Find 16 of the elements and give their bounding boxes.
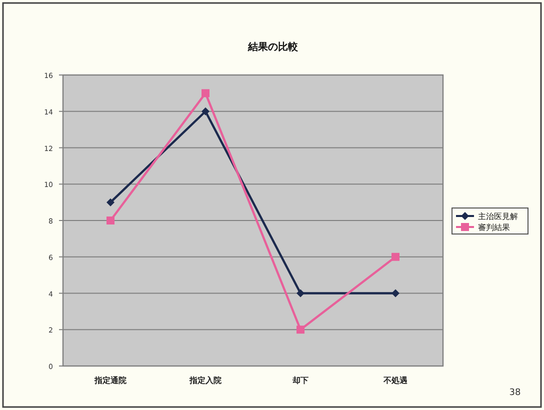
legend-label: 主治医見解: [478, 212, 518, 221]
point: [106, 216, 114, 224]
x-tick-label: 指定通院: [94, 375, 126, 385]
point: [296, 326, 304, 334]
point: [392, 289, 400, 298]
point: [202, 89, 210, 98]
text: 38: [509, 388, 521, 398]
point: [296, 289, 304, 298]
x-tick-label: 却下: [292, 376, 308, 385]
legend-label: 審判結果: [478, 223, 510, 232]
x-tick-label: 不処遇: [382, 376, 408, 385]
chart-title: 結果の比較: [247, 41, 299, 53]
point: [106, 198, 114, 206]
x-tick-label: 指定入院: [188, 375, 222, 385]
point: [202, 107, 210, 116]
point: [392, 252, 400, 261]
